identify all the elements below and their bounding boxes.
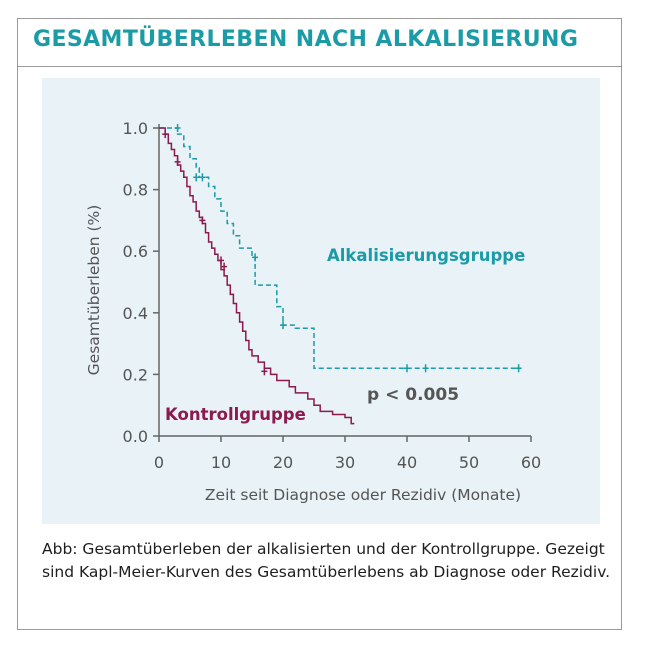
figure-title: GESAMTÜBERLEBEN NACH ALKALISIERUNG	[33, 27, 579, 52]
x-tick-label: 30	[335, 453, 355, 472]
alkalisierungsgruppe-label: Alkalisierungsgruppe	[327, 246, 525, 265]
figure-caption: Abb: Gesamtüberleben der alkalisierten u…	[42, 540, 611, 581]
y-axis-label: Gesamtüberleben (%)	[85, 205, 103, 376]
y-tick-label: 0.6	[123, 242, 148, 261]
y-tick-label: 1.0	[123, 119, 148, 138]
y-tick-label: 0.2	[123, 365, 148, 384]
x-tick-label: 10	[211, 453, 231, 472]
kontroll-curve	[159, 127, 355, 425]
y-tick-label: 0.8	[123, 181, 148, 200]
p-value-annotation: p < 0.005	[367, 385, 459, 405]
x-tick-label: 40	[397, 453, 417, 472]
y-tick-label: 0.0	[123, 427, 148, 446]
x-tick-label: 60	[521, 453, 541, 472]
y-tick-label: 0.4	[123, 304, 148, 323]
x-tick-label: 0	[154, 453, 164, 472]
chart-panel	[42, 78, 600, 524]
kontrollgruppe-label: Kontrollgruppe	[165, 405, 306, 424]
title-divider	[18, 66, 622, 67]
alkalisierung-curve	[159, 127, 519, 369]
x-axis-label: Zeit seit Diagnose oder Rezidiv (Monate)	[205, 486, 521, 504]
x-tick-label: 50	[459, 453, 479, 472]
x-tick-label: 20	[273, 453, 293, 472]
